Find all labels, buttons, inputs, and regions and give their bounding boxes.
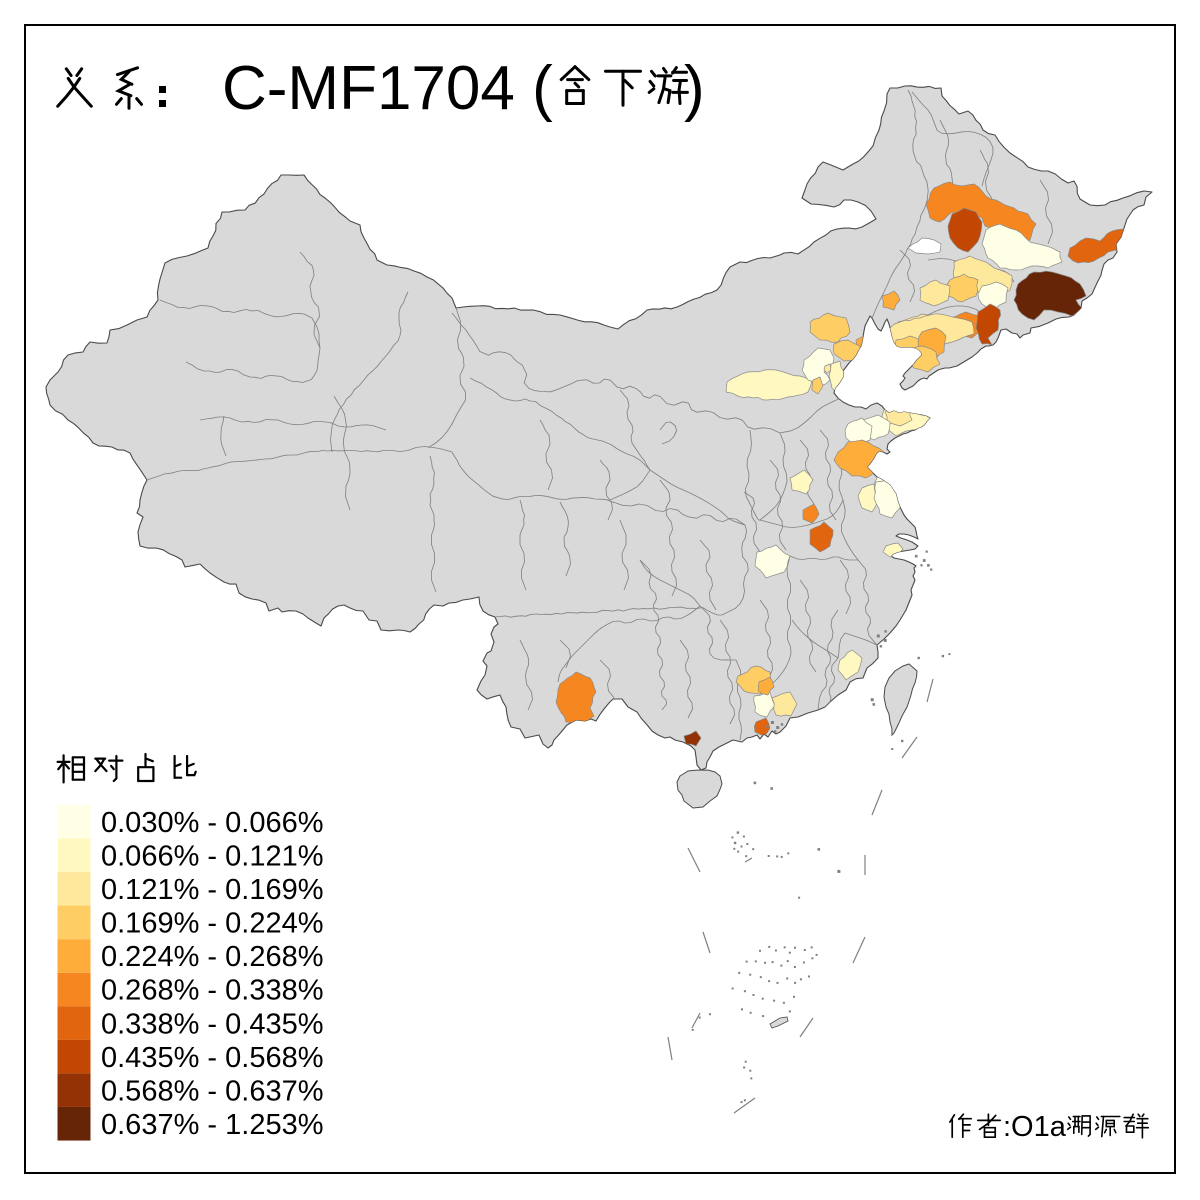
svg-text::O1a: :O1a [1003,1111,1067,1143]
svg-text:0.435% - 0.568%: 0.435% - 0.568% [101,1042,323,1074]
svg-text:0.224% - 0.268%: 0.224% - 0.268% [101,941,323,973]
svg-text:C-MF1704 (: C-MF1704 ( [222,54,553,123]
svg-text:0.338% - 0.435%: 0.338% - 0.435% [101,1008,323,1040]
svg-text:): ) [684,54,705,123]
svg-text:0.066% - 0.121%: 0.066% - 0.121% [101,841,323,873]
svg-text:0.268% - 0.338%: 0.268% - 0.338% [101,975,323,1007]
svg-text:0.169% - 0.224%: 0.169% - 0.224% [101,908,323,940]
svg-text:0.121% - 0.169%: 0.121% - 0.169% [101,874,323,906]
svg-text:0.030% - 0.066%: 0.030% - 0.066% [101,807,323,839]
svg-text:0.568% - 0.637%: 0.568% - 0.637% [101,1075,323,1107]
svg-text:0.637% - 1.253%: 0.637% - 1.253% [101,1109,323,1141]
